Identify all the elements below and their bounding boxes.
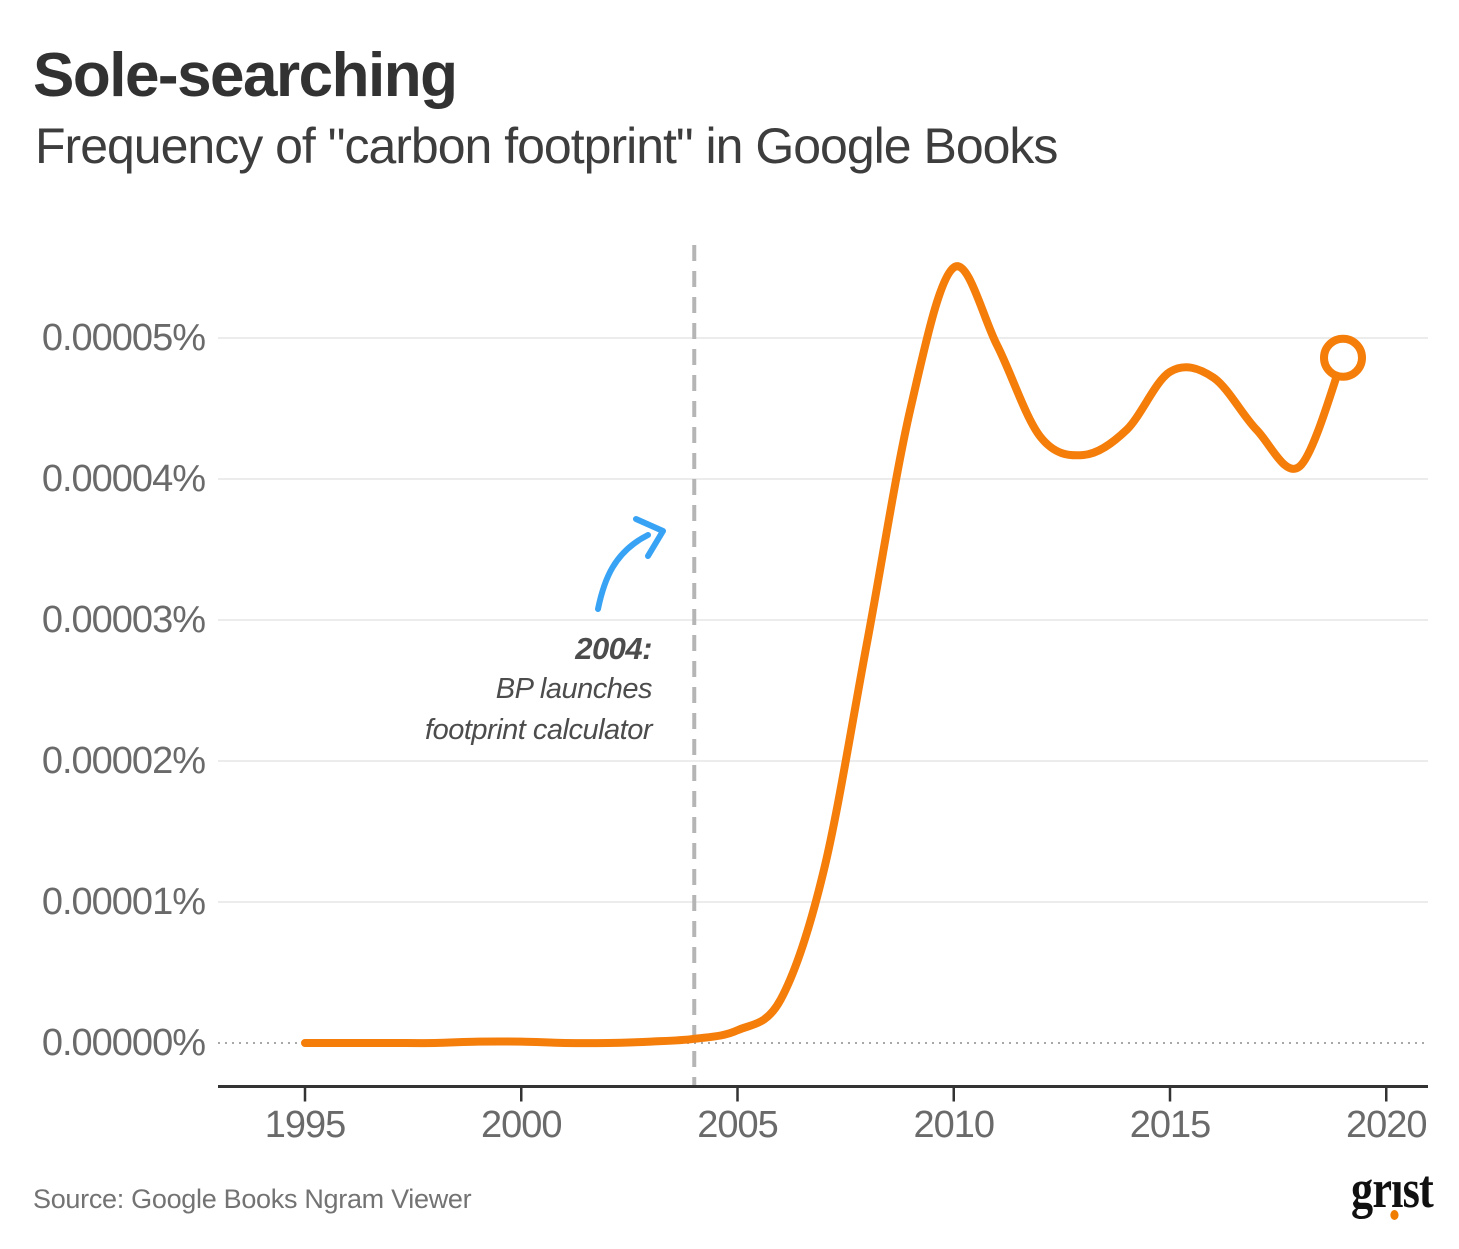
y-tick-label: 0.00004% xyxy=(41,458,206,500)
end-point-marker xyxy=(1320,334,1366,381)
x-tick-label: 2000 xyxy=(480,1104,563,1146)
y-tick-label: 0.00000% xyxy=(41,1022,206,1064)
x-axis-ticks xyxy=(303,1088,1388,1102)
y-tick-label: 0.00002% xyxy=(41,740,206,782)
series-line-carbon-footprint xyxy=(301,262,1347,1048)
grist-logo-text: grıst xyxy=(1351,1159,1434,1219)
x-tick-label: 2005 xyxy=(697,1104,779,1146)
chart-subtitle: Frequency of "carbon footprint" in Googl… xyxy=(35,118,1058,174)
annotation-arrow-icon xyxy=(595,516,666,612)
y-tick-label: 0.00003% xyxy=(41,599,206,641)
grist-logo-dot-icon xyxy=(1390,1210,1399,1220)
event-annotation: 2004: BP launches footprint calculator xyxy=(300,628,652,751)
grist-logo: grıst xyxy=(1351,1158,1434,1228)
annotation-year: 2004: xyxy=(575,631,652,666)
gridlines xyxy=(218,337,1428,1044)
y-tick-label: 0.00001% xyxy=(41,881,206,923)
x-tick-label: 1995 xyxy=(264,1104,347,1146)
x-tick-label: 2015 xyxy=(1129,1104,1212,1146)
y-tick-label: 0.00005% xyxy=(41,317,206,359)
page-title: Sole-searching xyxy=(33,41,458,110)
x-tick-label: 2020 xyxy=(1345,1104,1428,1146)
annotation-line: footprint calculator xyxy=(425,714,652,746)
source-credit: Source: Google Books Ngram Viewer xyxy=(33,1184,472,1214)
annotation-line: BP launches xyxy=(495,673,653,705)
x-tick-label: 2010 xyxy=(913,1104,995,1146)
